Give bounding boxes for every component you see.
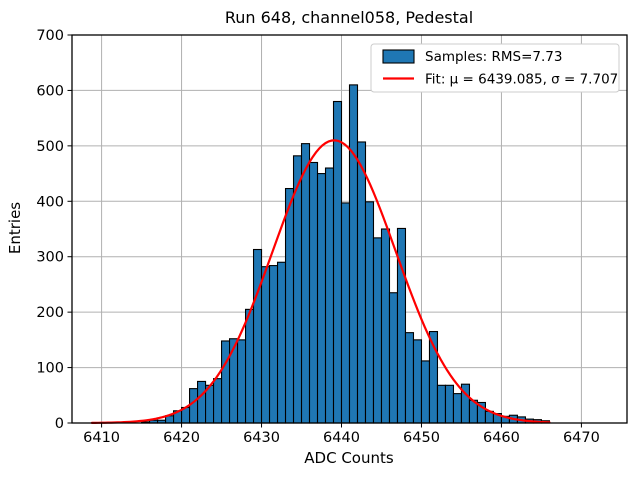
histogram-bar bbox=[412, 339, 423, 424]
histogram-bar bbox=[252, 248, 263, 424]
histogram-bar bbox=[348, 84, 359, 424]
histogram-bar bbox=[420, 360, 431, 424]
histogram-bar bbox=[444, 384, 455, 424]
y-axis-label: Entries bbox=[6, 202, 24, 254]
histogram-bar bbox=[380, 228, 391, 424]
x-tick-label: 6460 bbox=[483, 430, 520, 446]
histogram-bar bbox=[452, 393, 463, 424]
x-tick-label: 6470 bbox=[563, 430, 600, 446]
legend-box bbox=[370, 43, 620, 93]
histogram-bar bbox=[324, 167, 335, 424]
histogram-bar bbox=[236, 339, 247, 424]
histogram-bar bbox=[332, 100, 343, 424]
histogram-bar bbox=[260, 266, 271, 424]
histogram-bar bbox=[268, 265, 279, 424]
y-tick-label: 100 bbox=[36, 361, 64, 377]
histogram-bar bbox=[340, 202, 351, 424]
x-tick-label: 6440 bbox=[323, 430, 360, 446]
histogram-bar bbox=[276, 261, 287, 424]
x-axis-label: ADC Counts bbox=[304, 449, 394, 467]
plot-layer: 6410 6420 6430 6440 6450 6460 6470 0 100 200 300 40… bbox=[36, 28, 628, 446]
histogram-bar bbox=[364, 201, 375, 424]
fit-curve bbox=[90, 139, 551, 424]
histogram-bar bbox=[356, 141, 367, 424]
histogram-bar bbox=[436, 384, 447, 424]
y-tick-label: 600 bbox=[36, 83, 64, 99]
y-tick-label: 0 bbox=[55, 416, 64, 432]
y-tick-label: 500 bbox=[36, 139, 64, 155]
x-tick-label: 6430 bbox=[243, 430, 280, 446]
histogram-bar bbox=[292, 155, 303, 424]
histogram-bar bbox=[228, 338, 239, 424]
histogram-bar bbox=[284, 187, 295, 424]
chart-title: Run 648, channel058, Pedestal bbox=[225, 8, 473, 27]
y-tick-label: 300 bbox=[36, 250, 64, 266]
y-tick-label: 200 bbox=[36, 305, 64, 321]
histogram-bar bbox=[189, 388, 199, 424]
y-tick-label: 700 bbox=[36, 28, 64, 44]
legend-samples-label: Samples: RMS=7.73 bbox=[425, 49, 562, 65]
axes-spine bbox=[71, 34, 628, 424]
histogram-bar bbox=[300, 143, 311, 424]
histogram-bar bbox=[197, 380, 207, 424]
legend-samples-swatch bbox=[382, 49, 415, 64]
histogram-bar bbox=[404, 332, 415, 424]
histogram-bar bbox=[244, 308, 255, 424]
y-tick-label: 400 bbox=[36, 194, 64, 210]
legend-fit-label: Fit: μ = 6439.085, σ = 7.707 bbox=[425, 72, 618, 88]
x-tick-label: 6420 bbox=[163, 430, 200, 446]
histogram-bar bbox=[213, 378, 223, 424]
histogram-bar bbox=[316, 173, 327, 424]
histogram-bar bbox=[308, 161, 319, 424]
x-tick-label: 6450 bbox=[403, 430, 440, 446]
x-tick-label: 6410 bbox=[83, 430, 120, 446]
histogram-bar bbox=[221, 340, 231, 424]
histogram-bar bbox=[388, 292, 399, 424]
legend: Samples: RMS=7.73 Fit: μ = 6439.085, σ =… bbox=[370, 43, 620, 93]
histogram-bar bbox=[372, 237, 383, 424]
